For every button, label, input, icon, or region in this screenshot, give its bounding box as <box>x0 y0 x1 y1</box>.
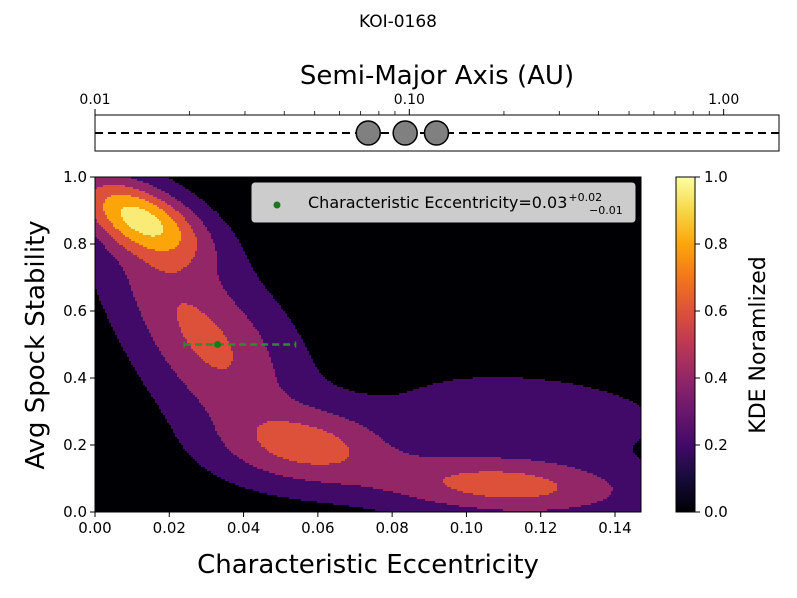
figure-title: KOI-0168 <box>359 12 437 32</box>
planet-marker <box>423 120 450 146</box>
x-tick-label: 0.00 <box>78 519 111 537</box>
y-tick-label: 0.8 <box>63 235 87 253</box>
kde-contours <box>95 177 641 512</box>
colorbar-tick-label: 0.2 <box>704 436 728 454</box>
colorbar-tick-label: 0.4 <box>704 369 728 387</box>
x-tick-label: 0.12 <box>524 519 557 537</box>
main-plot-frame <box>94 176 642 513</box>
y-tick-label: 0.2 <box>63 436 87 454</box>
y-tick-label: 0.0 <box>63 503 87 521</box>
colorbar <box>675 176 696 513</box>
y-axis-ticks: 0.0 0.2 0.4 0.6 0.8 1.0 <box>63 168 95 521</box>
top-tick-label: 0.10 <box>394 92 425 108</box>
colorbar-tick-label: 0.6 <box>704 302 728 320</box>
top-axis-ticks: 0.01 0.10 1.00 <box>79 92 739 115</box>
x-tick-label: 0.06 <box>301 519 334 537</box>
kde-band-1 <box>95 177 641 512</box>
x-tick-label: 0.08 <box>375 519 408 537</box>
colorbar-tick-label: 0.8 <box>704 235 728 253</box>
x-tick-label: 0.10 <box>450 519 483 537</box>
legend-box <box>251 182 636 223</box>
planet-markers <box>355 120 450 146</box>
kde-band-2 <box>95 177 613 511</box>
legend-sup: +0.02 <box>568 191 602 204</box>
x-axis-ticks: 0.00 0.02 0.04 0.06 0.08 0.10 0.12 0.14 <box>78 512 632 537</box>
y-tick-label: 0.6 <box>63 302 87 320</box>
legend-marker <box>273 201 281 209</box>
top-axis-label: Semi-Major Axis (AU) <box>300 61 574 91</box>
legend: Characteristic Eccentricity=0.03+0.02 −0.… <box>251 182 636 223</box>
y-tick-label: 1.0 <box>63 168 87 186</box>
colorbar-ticks: 0.0 0.2 0.4 0.6 0.8 1.0 <box>695 168 728 521</box>
planet-marker <box>392 120 418 146</box>
top-tick-label: 1.00 <box>708 92 739 108</box>
eccentricity-point <box>214 341 222 348</box>
top-tick-label: 0.01 <box>79 92 110 108</box>
x-tick-label: 0.02 <box>153 519 186 537</box>
kde-band-5 <box>121 207 163 237</box>
planet-marker <box>355 120 381 146</box>
legend-text: Characteristic Eccentricity=0.03 <box>308 193 567 212</box>
x-tick-label: 0.14 <box>598 519 631 537</box>
y-tick-label: 0.4 <box>63 369 87 387</box>
legend-sub: −0.01 <box>589 204 623 217</box>
y-axis-label: Avg Spock Stability <box>21 220 51 469</box>
eccentricity-errorbar <box>183 341 297 348</box>
legend-label: Characteristic Eccentricity=0.03+0.02 −0.… <box>308 191 623 217</box>
kde-band-3 <box>95 185 557 497</box>
colorbar-label: KDE Noramlized <box>746 256 771 433</box>
x-axis-label: Characteristic Eccentricity <box>197 550 539 580</box>
colorbar-tick-label: 0.0 <box>704 503 728 521</box>
colorbar-tick-label: 1.0 <box>704 168 728 186</box>
x-tick-label: 0.04 <box>227 519 260 537</box>
